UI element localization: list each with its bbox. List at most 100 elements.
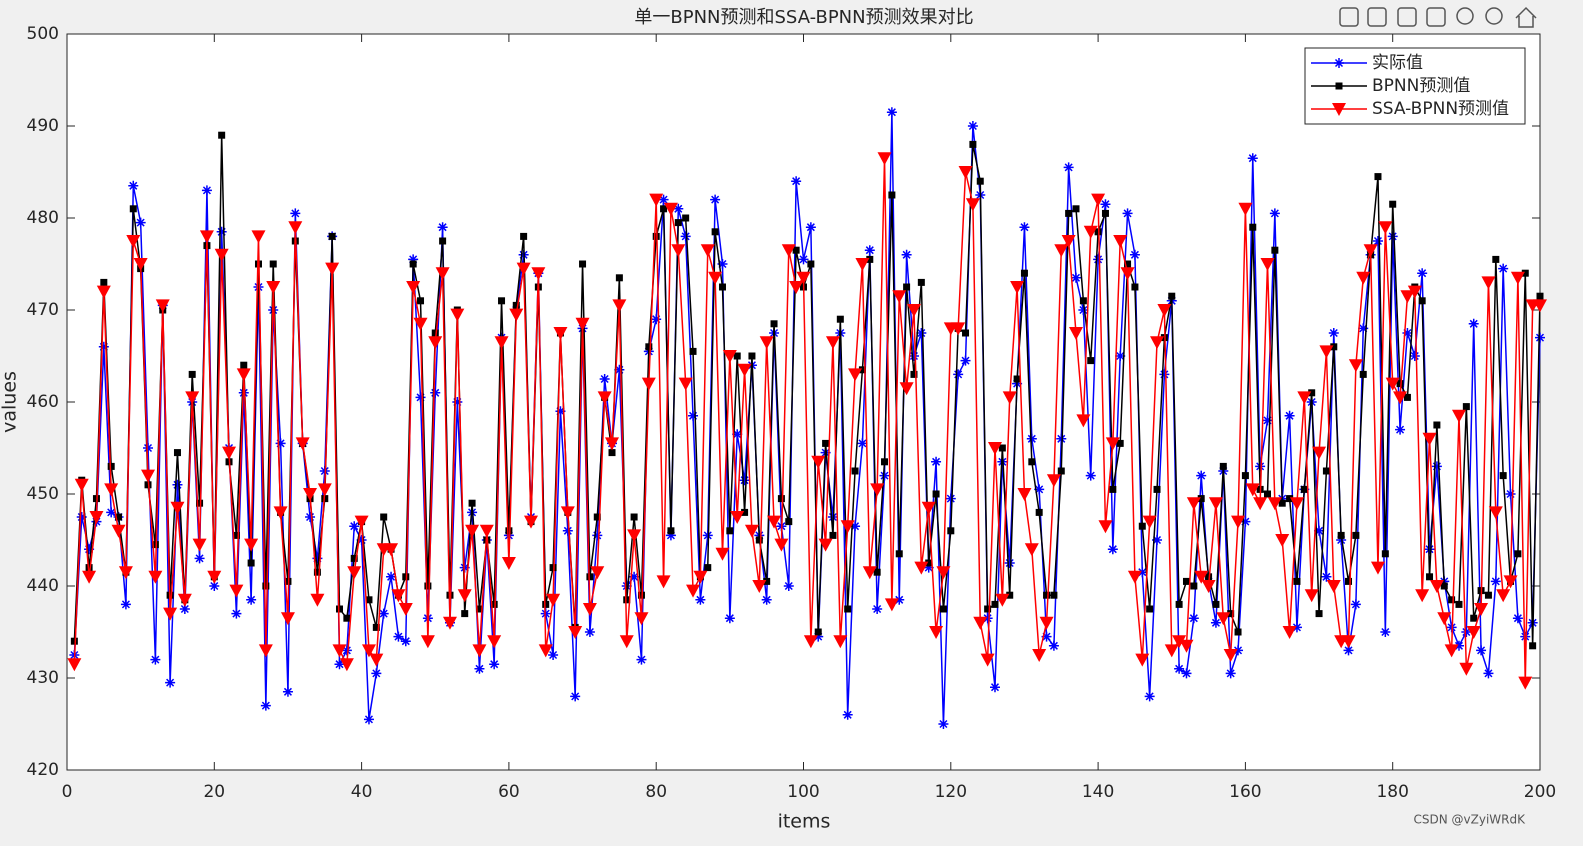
- marker: [490, 600, 498, 608]
- marker: [630, 513, 638, 521]
- marker: [1127, 570, 1142, 584]
- x-tick-label: 100: [787, 782, 819, 802]
- marker: [1297, 391, 1312, 405]
- marker: [641, 377, 656, 391]
- marker: [689, 347, 697, 355]
- marker: [1152, 535, 1163, 545]
- marker: [1275, 534, 1290, 547]
- marker: [1072, 205, 1080, 213]
- marker: [295, 437, 310, 451]
- marker: [120, 599, 131, 610]
- marker: [135, 217, 146, 228]
- toolbar-data[interactable]: [1397, 7, 1417, 27]
- marker: [231, 608, 242, 619]
- marker: [305, 512, 316, 522]
- marker: [1056, 433, 1067, 444]
- marker: [917, 278, 925, 286]
- marker: [829, 531, 837, 539]
- marker: [636, 654, 647, 665]
- toolbar-edit[interactable]: [1339, 7, 1359, 27]
- marker: [1402, 328, 1413, 338]
- marker: [328, 232, 336, 240]
- marker: [752, 580, 767, 593]
- marker: [303, 488, 318, 501]
- marker: [877, 152, 892, 166]
- marker: [1231, 515, 1246, 529]
- marker: [825, 336, 840, 350]
- toolbar-home[interactable]: [1515, 6, 1537, 28]
- marker: [452, 397, 463, 407]
- legend-marker: [1332, 103, 1346, 116]
- x-tick-label: 60: [498, 782, 520, 802]
- marker: [474, 663, 485, 674]
- toolbar-zoom-out[interactable]: [1485, 7, 1503, 25]
- marker: [688, 410, 699, 421]
- marker: [1131, 283, 1139, 291]
- marker: [1535, 332, 1545, 343]
- marker: [336, 605, 344, 613]
- marker: [939, 605, 947, 613]
- marker: [317, 483, 332, 497]
- marker: [1341, 635, 1356, 649]
- toolbar-pan[interactable]: [1426, 7, 1446, 27]
- marker: [1529, 642, 1537, 650]
- marker: [1417, 268, 1428, 279]
- marker: [1395, 424, 1406, 435]
- marker: [196, 499, 204, 507]
- marker: [350, 554, 358, 562]
- marker: [1260, 258, 1275, 271]
- marker: [384, 543, 399, 557]
- marker: [1345, 577, 1353, 585]
- marker: [1079, 297, 1087, 305]
- legend-marker: [1335, 82, 1343, 90]
- marker: [173, 449, 181, 457]
- marker: [1168, 292, 1176, 300]
- marker: [1314, 525, 1325, 536]
- marker: [678, 377, 693, 391]
- marker: [989, 682, 1000, 693]
- marker: [953, 369, 964, 380]
- toolbar-brush[interactable]: [1367, 7, 1387, 27]
- marker: [1120, 267, 1135, 281]
- marker: [503, 530, 514, 541]
- x-tick-label: 80: [645, 782, 667, 802]
- marker: [420, 635, 435, 649]
- marker: [1374, 173, 1382, 181]
- marker: [341, 645, 352, 656]
- marker: [1440, 582, 1448, 590]
- marker: [549, 564, 557, 572]
- marker: [356, 535, 367, 545]
- marker: [1484, 591, 1492, 599]
- marker: [172, 479, 183, 490]
- marker: [369, 653, 384, 667]
- marker: [380, 513, 388, 521]
- marker: [1249, 223, 1257, 231]
- toolbar-zoom-in[interactable]: [1456, 7, 1474, 25]
- marker: [494, 336, 509, 350]
- marker: [498, 297, 506, 305]
- marker: [214, 248, 229, 262]
- marker: [708, 271, 723, 285]
- marker: [386, 571, 397, 582]
- marker: [582, 603, 597, 616]
- marker: [1210, 617, 1221, 628]
- marker: [118, 566, 133, 580]
- marker: [1019, 222, 1030, 233]
- series: [67, 152, 1547, 690]
- legend: 实际值 BPNN预测值 SSA-BPNN预测值: [1304, 47, 1526, 125]
- toolbar[interactable]: [1339, 6, 1537, 28]
- marker: [269, 260, 277, 268]
- marker: [465, 524, 480, 538]
- marker: [1512, 613, 1523, 624]
- x-tick-label: 140: [1082, 782, 1114, 802]
- marker: [1253, 497, 1268, 511]
- marker: [1321, 571, 1332, 582]
- marker: [851, 467, 859, 475]
- marker: [645, 343, 653, 351]
- marker: [1157, 304, 1172, 317]
- marker: [932, 490, 940, 498]
- marker: [1196, 470, 1207, 481]
- marker: [487, 635, 502, 649]
- marker: [1100, 199, 1111, 210]
- marker: [1205, 573, 1213, 581]
